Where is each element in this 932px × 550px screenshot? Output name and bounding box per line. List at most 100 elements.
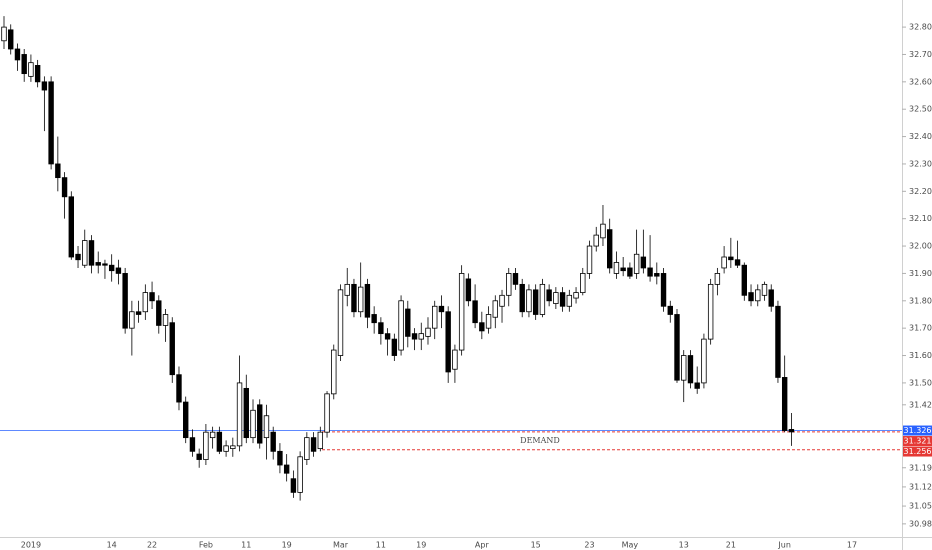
candle-body bbox=[149, 292, 155, 302]
candle-body bbox=[371, 314, 377, 324]
candle-body bbox=[472, 300, 478, 324]
zone-label: DEMAND bbox=[520, 436, 560, 445]
y-tick-label: 31.500 bbox=[909, 378, 932, 387]
candle-body bbox=[95, 262, 101, 266]
candle-body bbox=[156, 300, 162, 326]
candle-body bbox=[41, 81, 48, 91]
candle-body bbox=[479, 322, 485, 332]
candle-body bbox=[304, 437, 310, 460]
candle-body bbox=[209, 431, 216, 439]
candle-body bbox=[775, 305, 781, 378]
y-tick-label: 31.900 bbox=[909, 269, 932, 278]
candle-body bbox=[613, 262, 620, 274]
y-tick-label: 32.500 bbox=[909, 105, 932, 114]
x-tick-label: 19 bbox=[282, 541, 292, 550]
candle-body bbox=[364, 283, 371, 318]
y-tick-label: 32.000 bbox=[909, 242, 932, 251]
candle-body bbox=[230, 445, 236, 449]
x-tick-label: 2019 bbox=[21, 541, 41, 550]
candle-body bbox=[331, 349, 337, 395]
candle-body bbox=[761, 283, 768, 296]
price-label-box bbox=[903, 446, 932, 457]
x-tick-label: 22 bbox=[147, 541, 157, 550]
candle-body bbox=[357, 286, 364, 313]
candle-body bbox=[310, 437, 317, 452]
x-tick-label: Feb bbox=[199, 541, 213, 550]
y-tick-label: 31.190 bbox=[909, 463, 932, 472]
candle-body bbox=[411, 333, 418, 340]
candle-body bbox=[88, 240, 95, 266]
candle-body bbox=[647, 267, 653, 277]
candle-body bbox=[499, 294, 505, 307]
x-tick-label: 11 bbox=[241, 541, 251, 550]
candle-body bbox=[223, 445, 229, 452]
candle-body bbox=[28, 62, 34, 77]
candle-body bbox=[317, 431, 324, 449]
candle-body bbox=[667, 305, 673, 315]
candle-body bbox=[728, 256, 734, 261]
candle-body bbox=[546, 289, 552, 302]
y-tick-label: 31.600 bbox=[909, 351, 932, 360]
candle-body bbox=[115, 267, 122, 274]
candle-body bbox=[701, 338, 707, 384]
x-tick-label: 14 bbox=[107, 541, 117, 550]
x-tick-label: 11 bbox=[376, 541, 386, 550]
candle-body bbox=[142, 292, 149, 313]
candle-body bbox=[203, 431, 209, 460]
candle-body bbox=[432, 305, 438, 329]
x-tick-label: Apr bbox=[475, 541, 490, 550]
candle-body bbox=[196, 453, 202, 460]
candle-body bbox=[532, 289, 539, 315]
candle-body bbox=[55, 163, 61, 179]
candle-body bbox=[384, 333, 391, 340]
y-tick-label: 31.120 bbox=[909, 482, 932, 491]
candle-body bbox=[183, 401, 189, 439]
x-tick-label: 21 bbox=[726, 541, 736, 550]
candle-body bbox=[162, 314, 169, 326]
candle-body bbox=[277, 450, 283, 466]
candle-body bbox=[768, 289, 774, 307]
candle-body bbox=[398, 300, 404, 351]
candle-body bbox=[633, 253, 640, 274]
y-tick-label: 30.985 bbox=[909, 519, 932, 528]
candle-body bbox=[687, 355, 694, 384]
candle-body bbox=[21, 54, 27, 75]
y-tick-label: 32.800 bbox=[909, 23, 932, 32]
candle-body bbox=[102, 263, 108, 266]
candle-body bbox=[707, 283, 714, 340]
y-tick-label: 31.800 bbox=[909, 296, 932, 305]
candle-body bbox=[492, 300, 498, 318]
candle-body bbox=[263, 415, 270, 439]
price-label: 31.321 bbox=[904, 437, 932, 446]
candle-body bbox=[654, 273, 660, 277]
x-tick-label: Mar bbox=[333, 541, 349, 550]
x-tick-label: 17 bbox=[847, 541, 857, 550]
candle-body bbox=[694, 382, 700, 389]
candle-body bbox=[553, 292, 559, 304]
y-tick-label: 32.300 bbox=[909, 159, 932, 168]
candle-body bbox=[378, 322, 384, 335]
y-tick-label: 32.100 bbox=[909, 214, 932, 223]
candle-body bbox=[135, 311, 142, 315]
candle-body bbox=[526, 289, 532, 313]
price-label-box bbox=[903, 436, 932, 447]
candle-body bbox=[75, 253, 81, 261]
candle-body bbox=[660, 273, 667, 307]
candle-body bbox=[681, 355, 687, 381]
candle-body bbox=[122, 273, 128, 329]
candle-body bbox=[236, 382, 243, 447]
candle-body bbox=[452, 349, 458, 370]
x-tick-label: 13 bbox=[679, 541, 689, 550]
y-tick-label: 32.600 bbox=[909, 77, 932, 86]
candle-body bbox=[755, 289, 761, 302]
candle-body bbox=[593, 234, 599, 247]
candle-body bbox=[351, 283, 357, 313]
candle-body bbox=[640, 256, 647, 269]
y-tick-label: 32.400 bbox=[909, 132, 932, 141]
candle-body bbox=[270, 431, 276, 452]
candle-body bbox=[324, 393, 330, 433]
candle-body bbox=[607, 229, 613, 269]
candle-body bbox=[741, 264, 747, 296]
